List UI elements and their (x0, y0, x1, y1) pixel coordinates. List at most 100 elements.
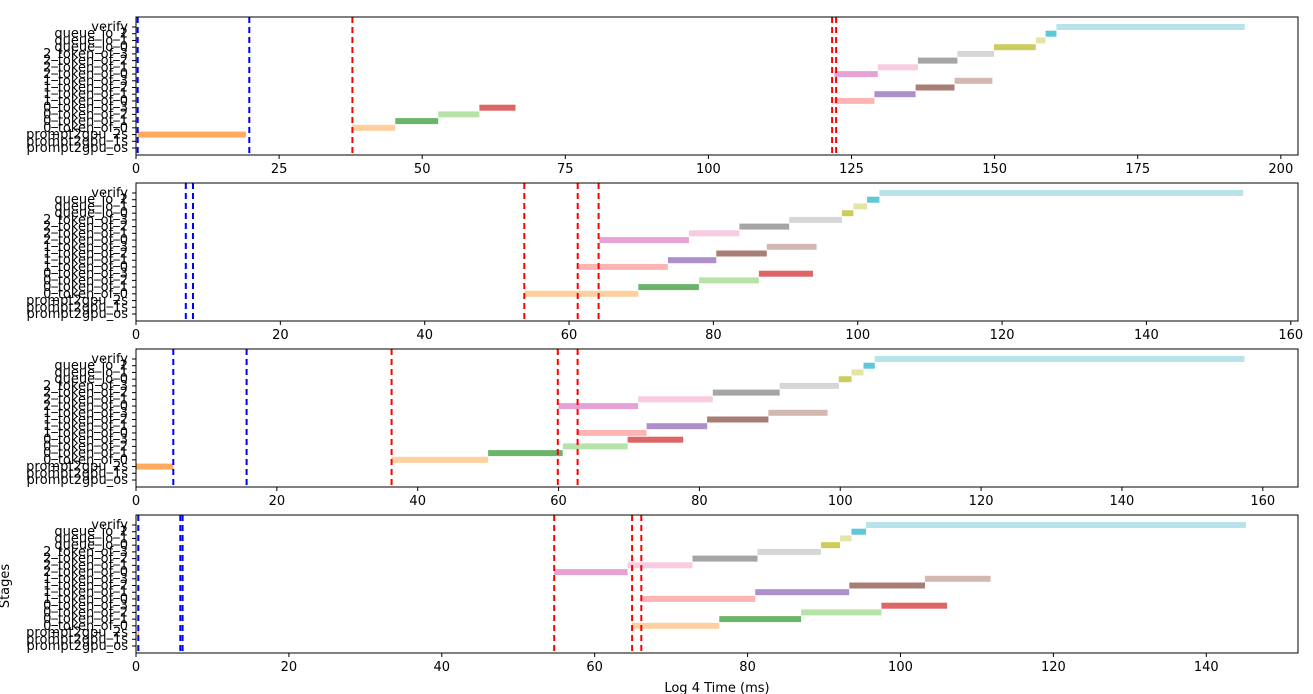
y-tick-label: 0_token_of_3 (43, 267, 128, 282)
bar-queue_io_2 (867, 196, 880, 203)
y-tick-label: 1_token_of_3 (43, 240, 128, 255)
subplot-2: prompt2gpu_osprompt2gpu_1sprompt2gpu_2s0… (26, 182, 1303, 343)
y-tick-label: 0_token_of_3 (43, 433, 128, 448)
y-tick-label: 1_token_of_3 (43, 406, 128, 421)
plot-frame (135, 182, 1299, 322)
y-tick-label: prompt2gpu_os (26, 307, 128, 322)
y-tick-label: 2_token_of_0 (43, 233, 128, 248)
x-tick-label: 120 (969, 494, 994, 509)
y-tick-label: 1_token_of_1 (43, 419, 128, 434)
x-tick-label: 20 (272, 328, 289, 343)
bar-1_token_of_3 (768, 409, 828, 416)
y-tick-label: verify (91, 20, 128, 35)
y-tick-label: 1_token_of_2 (43, 81, 128, 96)
x-tick-label: 125 (839, 162, 864, 177)
y-tick-label: 1_token_of_0 (43, 94, 128, 109)
x-tick-label: 100 (696, 162, 721, 177)
bar-2_token_of_0 (554, 569, 628, 576)
y-tick-label: 1_token_of_1 (43, 87, 128, 102)
x-tick-label: 40 (416, 328, 433, 343)
x-tick-label: 40 (409, 494, 426, 509)
subplot-3: prompt2gpu_osprompt2gpu_1sprompt2gpu_2s0… (26, 348, 1299, 509)
x-tick-label: 140 (1134, 328, 1159, 343)
bar-0_token_of_2 (801, 609, 882, 616)
y-tick-label: 1_token_of_2 (43, 579, 128, 594)
y-tick-label: 0_token_of_3 (43, 599, 128, 614)
y-tick-label: queue_io_0 (54, 538, 128, 553)
bar-prompt2gpu_2s (137, 629, 139, 636)
x-tick-label: 200 (1268, 162, 1293, 177)
x-tick-label: 0 (132, 162, 140, 177)
bar-0_token_of_2 (699, 277, 759, 284)
bar-queue_io_2 (851, 528, 866, 535)
bar-verify (879, 190, 1244, 196)
x-tick-label: 80 (739, 660, 756, 675)
bar-2_token_of_1 (638, 396, 713, 403)
bar-0_token_of_2 (562, 443, 628, 450)
bar-0_token_of_1 (719, 616, 802, 623)
y-tick-label: 1_token_of_3 (43, 572, 128, 587)
y-tick-label: 2_token_of_1 (43, 226, 128, 241)
x-tick-label: 100 (845, 328, 870, 343)
y-tick-label: 2_token_of_0 (43, 67, 128, 82)
y-tick-label: queue_io_1 (54, 33, 128, 48)
x-tick-label: 160 (1250, 494, 1275, 509)
x-tick-label: 20 (269, 494, 286, 509)
y-tick-label: 0_token_of_1 (43, 280, 128, 295)
x-tick-label: 175 (1125, 162, 1150, 177)
bar-0_token_of_3 (627, 436, 684, 443)
bar-1_token_of_1 (646, 423, 708, 430)
y-tick-label: 2_token_of_3 (43, 545, 128, 560)
bar-2_token_of_1 (688, 230, 740, 237)
y-tick-label: 0_token_of_0 (43, 453, 128, 468)
y-tick-label: 1_token_of_2 (43, 247, 128, 262)
y-tick-label: 2_token_of_1 (43, 558, 128, 573)
y-tick-label: 0_token_of_0 (43, 121, 128, 136)
bar-queue_io_2 (863, 362, 875, 369)
y-tick-label: prompt2gpu_2s (26, 626, 128, 641)
bar-1_token_of_3 (924, 575, 991, 582)
bar-1_token_of_0 (579, 263, 668, 270)
bar-2_token_of_2 (917, 57, 958, 64)
bar-1_token_of_3 (766, 243, 817, 250)
x-tick-label: 60 (586, 660, 603, 675)
y-tick-label: queue_io_0 (54, 372, 128, 387)
plot-frame (135, 348, 1299, 488)
x-tick-label: 80 (705, 328, 722, 343)
y-tick-label: queue_io_1 (54, 365, 128, 380)
bar-2_token_of_3 (957, 50, 994, 57)
bar-2_token_of_3 (789, 216, 842, 223)
y-tick-label: 0_token_of_2 (43, 439, 128, 454)
bar-0_token_of_0 (632, 622, 720, 629)
bar-1_token_of_1 (667, 257, 717, 264)
bar-1_token_of_2 (849, 582, 925, 589)
y-tick-label: 2_token_of_3 (43, 379, 128, 394)
y-tick-label: 1_token_of_0 (43, 260, 128, 275)
y-tick-label: prompt2gpu_os (26, 639, 128, 654)
y-tick-label: 0_token_of_2 (43, 107, 128, 122)
y-tick-label: 1_token_of_0 (43, 592, 128, 607)
y-tick-label: 0_token_of_1 (43, 612, 128, 627)
x-tick-label: 100 (828, 494, 853, 509)
bar-0_token_of_1 (638, 284, 699, 291)
y-tick-label: prompt2gpu_2s (26, 128, 128, 143)
y-tick-label: 2_token_of_0 (43, 565, 128, 580)
bar-1_token_of_2 (915, 84, 955, 91)
y-tick-label: 2_token_of_1 (43, 60, 128, 75)
bar-2_token_of_2 (692, 555, 758, 562)
x-tick-label: 160 (1278, 328, 1303, 343)
y-tick-label: 1_token_of_1 (43, 253, 128, 268)
y-tick-label: queue_io_2 (54, 193, 128, 208)
bar-1_token_of_1 (874, 91, 916, 98)
y-tick-label: 2_token_of_3 (43, 213, 128, 228)
y-tick-label: verify (91, 186, 128, 201)
bar-0_token_of_2 (438, 111, 480, 118)
bar-2_token_of_0 (834, 71, 878, 78)
plot-frame (135, 514, 1299, 654)
x-tick-label: 20 (281, 660, 298, 675)
x-tick-label: 0 (132, 494, 140, 509)
bar-0_token_of_3 (881, 602, 948, 609)
y-tick-label: 1_token_of_0 (43, 426, 128, 441)
bar-2_token_of_2 (712, 389, 780, 396)
